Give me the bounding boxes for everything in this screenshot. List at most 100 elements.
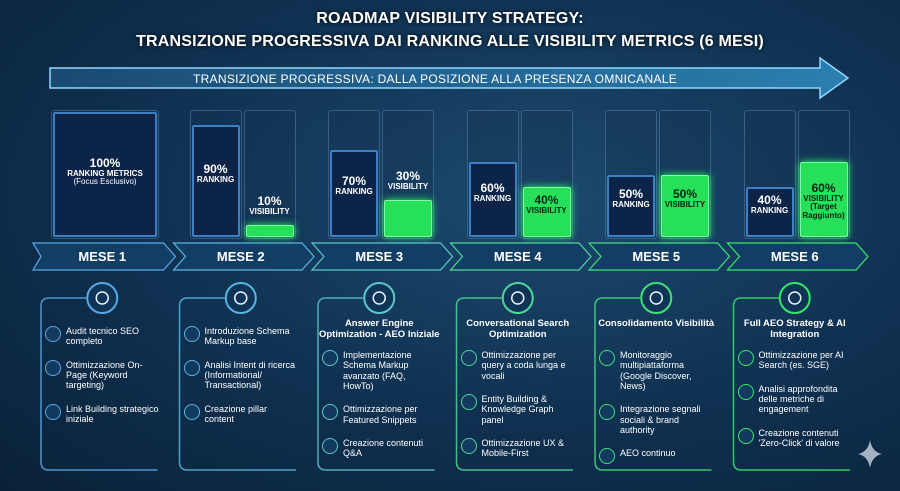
month-heading: Full AEO Strategy & AI Integration [743,318,846,341]
month-ribbon [31,242,869,271]
item-icon [460,438,477,455]
connector [594,297,712,471]
bar-caption: VISIBILITY [249,206,290,216]
month-heading: Answer Engine Optimization - AEO Inizial… [318,318,440,341]
month-icon-inner [511,291,525,305]
bar-text: 50% VISIBILITY [657,186,713,210]
item-icon [45,359,61,376]
item: Ottimizzazione On-Page (Keyword targetin… [45,359,160,391]
bar-caption: VISIBILITY [664,199,706,209]
bar-text: 60% RANKING [465,180,521,204]
bar-text: 40% RANKING [742,193,798,216]
item-icon [599,404,615,421]
bar [384,199,432,237]
item: Analisi approfondita delle metriche di e… [737,383,853,415]
item-icon [322,404,338,421]
month-chevron [726,242,869,271]
bar [330,149,378,237]
month-icon [86,282,119,314]
bar-percent: 50% [618,186,644,201]
item-text: Integrazione segnali sociali & brand aut… [620,404,701,436]
item: Creazione contenuti Q&A [322,438,437,459]
item: Analisi Intent di ricerca (Informational… [183,359,299,391]
item-icon [183,326,200,342]
item: AEO continuo [599,448,714,465]
bar-percent: 50% [672,186,698,201]
item-icon [322,350,338,366]
bar [245,224,294,237]
month-chevron [587,242,731,271]
item-text: Ottimizzazione On-Page (Keyword targetin… [66,359,143,391]
item-icon [737,350,754,366]
progress-arrow [49,56,850,100]
month-label: MESE 3 [355,249,404,264]
item: Ottimizzazione UX & Mobile-First [460,438,576,459]
item-text: Monitoraggio multipiattaforma (Google Di… [620,350,692,392]
item-icon [322,438,338,455]
item-text: Creazione contenuti 'Zero-Click' di valo… [758,427,840,449]
month-chevron [449,242,592,271]
bar-caption: VISIBILITY (Target Raggiunto) [802,193,845,221]
item-text: Ottimizzazione UX & Mobile-First [481,438,565,459]
bar-caption: RANKING [196,174,235,184]
month-chevron [310,242,454,271]
bar [53,112,157,237]
item: Implementazione Schema Markup avanzato (… [322,350,437,391]
item-icon [460,394,477,411]
bar-percent: 60% [480,180,505,195]
month-icon [224,282,257,314]
month-icon-inner [788,291,802,305]
month-heading: Consolidamento Visibilità [598,318,715,329]
item-list: Audit tecnico SEO completo Ottimizzazione… [45,326,160,424]
item: Introduzione Schema Markup base [183,326,299,347]
item-icon [737,383,754,400]
item-text: Implementazione Schema Markup avanzato (… [343,350,412,392]
month-label: MESE 2 [216,249,265,264]
bar-percent: 100% [89,155,121,170]
bar-note: (Focus Esclusivo) [73,177,137,187]
item-text: Creazione pillar content [204,403,268,425]
item-icon [45,403,61,420]
arrow-text: TRANSIZIONE PROGRESSIVA: DALLA POSIZIONE… [192,72,678,86]
connectors [40,282,850,471]
title-line: TRANSIZIONE PROGRESSIVA DAI RANKING ALLE… [136,33,764,50]
item-list: Implementazione Schema Markup avanzato (… [322,350,437,459]
month-chevron [31,242,177,271]
month-icon-inner [372,291,386,305]
month-icon [640,282,673,314]
item-text: Creazione contenuti Q&A [343,438,424,459]
bar-text: 10% VISIBILITY [242,194,298,217]
bar-percent: 30% [395,168,421,183]
bar-percent: 40% [534,193,559,207]
item-icon [460,350,477,366]
bar-text: 60% VISIBILITY (Target Raggiunto) [796,181,852,222]
item: Ottimizzazione per Featured Snippets [322,404,437,425]
bar-caption: RANKING [335,187,373,197]
bar-caption: RANKING [612,199,650,209]
bar-caption: RANKING METRICS [67,168,143,178]
bar-text: 40% VISIBILITY [519,193,575,216]
month-label: MESE 4 [493,249,542,264]
bar-caption: VISIBILITY [387,181,429,191]
bar-text: 30% VISIBILITY [380,168,436,192]
item-icon [45,326,61,342]
item-text: Audit tecnico SEO completo [66,326,140,347]
item-text: Analisi Intent di ricerca (Informational… [204,359,296,391]
bar [468,162,517,237]
item: Entity Building & Knowledge Graph panel [460,394,576,425]
item-text: Ottimizzazione per Featured Snippets [343,404,418,425]
month-icon-inner [234,291,248,305]
connector [317,297,435,471]
item-text: Ottimizzazione per AI Search (es. SGE) [758,350,844,371]
item-text: AEO continuo [620,448,676,459]
item-list: Monitoraggio multipiattaforma (Google Di… [599,350,714,465]
bar-text: 100% RANKING METRICS (Focus Esclusivo) [49,155,161,188]
title-line: ROADMAP VISIBILITY STRATEGY: [316,10,584,27]
month-icon-inner [649,291,663,305]
bar-caption: RANKING [750,206,789,216]
item-icon [599,350,615,366]
month-label: MESE 6 [770,249,819,264]
item: Link Building strategico iniziale [45,403,160,425]
item-text: Analisi approfondita delle metriche di e… [758,383,838,415]
